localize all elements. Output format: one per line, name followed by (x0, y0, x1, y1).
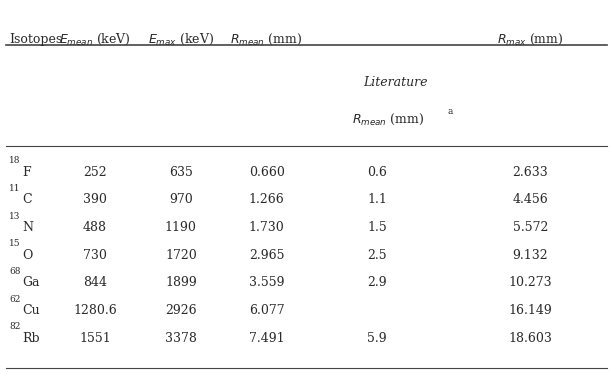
Text: 970: 970 (169, 193, 192, 206)
Text: $\it{R}_{mean}$ (mm): $\it{R}_{mean}$ (mm) (230, 32, 303, 47)
Text: 1.5: 1.5 (367, 221, 387, 234)
Text: 62: 62 (9, 295, 21, 304)
Text: Cu: Cu (23, 304, 40, 317)
Text: 3378: 3378 (165, 332, 197, 344)
Text: 5.572: 5.572 (512, 221, 548, 234)
Text: 7.491: 7.491 (249, 332, 284, 344)
Text: 18: 18 (9, 156, 21, 165)
Text: $\it{E}_{mean}$ (keV): $\it{E}_{mean}$ (keV) (59, 32, 131, 47)
Text: 4.456: 4.456 (512, 193, 548, 206)
Text: 1899: 1899 (165, 276, 197, 289)
Text: 82: 82 (9, 322, 21, 331)
Text: 6.077: 6.077 (249, 304, 284, 317)
Text: 9.132: 9.132 (512, 249, 548, 261)
Text: $\it{R}_{mean}$ (mm): $\it{R}_{mean}$ (mm) (352, 112, 425, 127)
Text: Literature: Literature (363, 76, 428, 89)
Text: 1.730: 1.730 (249, 221, 284, 234)
Text: 15: 15 (9, 239, 21, 248)
Text: 1.266: 1.266 (249, 193, 284, 206)
Text: 730: 730 (83, 249, 107, 261)
Text: 1720: 1720 (165, 249, 197, 261)
Text: 0.6: 0.6 (367, 166, 387, 178)
Text: 252: 252 (83, 166, 107, 178)
Text: 5.9: 5.9 (367, 332, 387, 344)
Text: 13: 13 (9, 212, 21, 221)
Text: 2.9: 2.9 (367, 276, 387, 289)
Text: 10.273: 10.273 (508, 276, 552, 289)
Text: 390: 390 (83, 193, 107, 206)
Text: N: N (23, 221, 34, 234)
Text: 0.660: 0.660 (249, 166, 284, 178)
Text: 488: 488 (83, 221, 107, 234)
Text: 844: 844 (83, 276, 107, 289)
Text: a: a (447, 107, 453, 116)
Text: $\it{E}_{max}$ (keV): $\it{E}_{max}$ (keV) (148, 32, 214, 47)
Text: Ga: Ga (23, 276, 40, 289)
Text: 1190: 1190 (165, 221, 197, 234)
Text: 2.633: 2.633 (512, 166, 548, 178)
Text: 68: 68 (9, 267, 21, 276)
Text: O: O (23, 249, 33, 261)
Text: C: C (23, 193, 32, 206)
Text: 18.603: 18.603 (508, 332, 552, 344)
Text: 2.965: 2.965 (249, 249, 284, 261)
Text: 1.1: 1.1 (367, 193, 387, 206)
Text: 635: 635 (169, 166, 192, 178)
Text: 16.149: 16.149 (508, 304, 552, 317)
Text: 1280.6: 1280.6 (73, 304, 117, 317)
Text: Isotopes: Isotopes (9, 33, 63, 46)
Text: $\it{R}_{max}$ (mm): $\it{R}_{max}$ (mm) (497, 32, 563, 47)
Text: 3.559: 3.559 (249, 276, 284, 289)
Text: 11: 11 (9, 184, 21, 193)
Text: 2926: 2926 (165, 304, 197, 317)
Text: 1551: 1551 (79, 332, 111, 344)
Text: F: F (23, 166, 31, 178)
Text: 2.5: 2.5 (367, 249, 387, 261)
Text: Rb: Rb (23, 332, 40, 344)
